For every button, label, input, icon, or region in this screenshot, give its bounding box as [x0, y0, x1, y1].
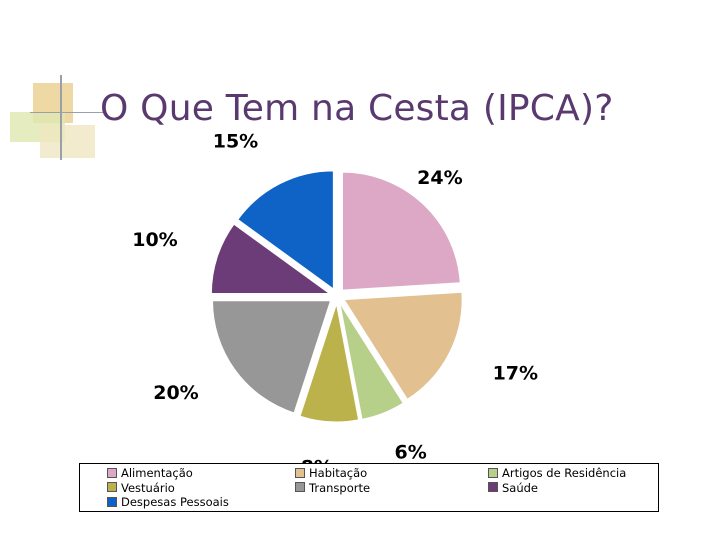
page-title: O Que Tem na Cesta (IPCA)? — [100, 88, 614, 129]
data-label: 15% — [213, 131, 258, 153]
data-label: 24% — [417, 167, 462, 189]
legend-label: Habitação — [309, 466, 368, 480]
legend-label: Transporte — [309, 480, 371, 495]
legend-swatch — [107, 467, 117, 478]
legend-label: Artigos de Residência — [502, 466, 627, 480]
legend-swatch — [107, 496, 117, 507]
legend-swatch — [488, 482, 498, 492]
pie-slice-transporte — [212, 300, 332, 414]
pie-slice-vestuario — [299, 303, 360, 423]
legend-item: Despesas Pessoais — [107, 495, 229, 509]
legend-item: Transporte — [295, 481, 370, 495]
legend-swatch — [295, 482, 305, 492]
data-label: 10% — [132, 229, 177, 251]
legend-item: Habitação — [295, 466, 367, 480]
legend-label: Saúde — [502, 480, 539, 495]
data-label: 6% — [394, 442, 426, 464]
corner-decoration — [0, 0, 110, 165]
pie-slice-habitacao — [343, 291, 463, 400]
pie-slice-despesas-pessoais — [237, 170, 334, 290]
legend-label: Despesas Pessoais — [121, 495, 229, 509]
pie-slice-artigos-de-residencia — [339, 303, 404, 420]
legend-item: Alimentação — [107, 466, 193, 480]
legend-item: Artigos de Residência — [488, 466, 626, 480]
data-label: 17% — [493, 363, 538, 385]
legend-label: Vestuário — [121, 480, 175, 495]
chart-legend: Alimentação Habitação Artigos de Residênci… — [79, 463, 659, 512]
pie-slice-alimentacao — [341, 171, 461, 291]
legend-label: Alimentação — [121, 466, 193, 480]
pie-slice-saude — [210, 223, 331, 295]
data-label: 20% — [153, 382, 198, 404]
legend-item: Saúde — [488, 481, 538, 495]
legend-swatch — [488, 467, 498, 478]
legend-swatch — [107, 482, 117, 492]
legend-swatch — [295, 467, 305, 478]
legend-item: Vestuário — [107, 481, 175, 495]
